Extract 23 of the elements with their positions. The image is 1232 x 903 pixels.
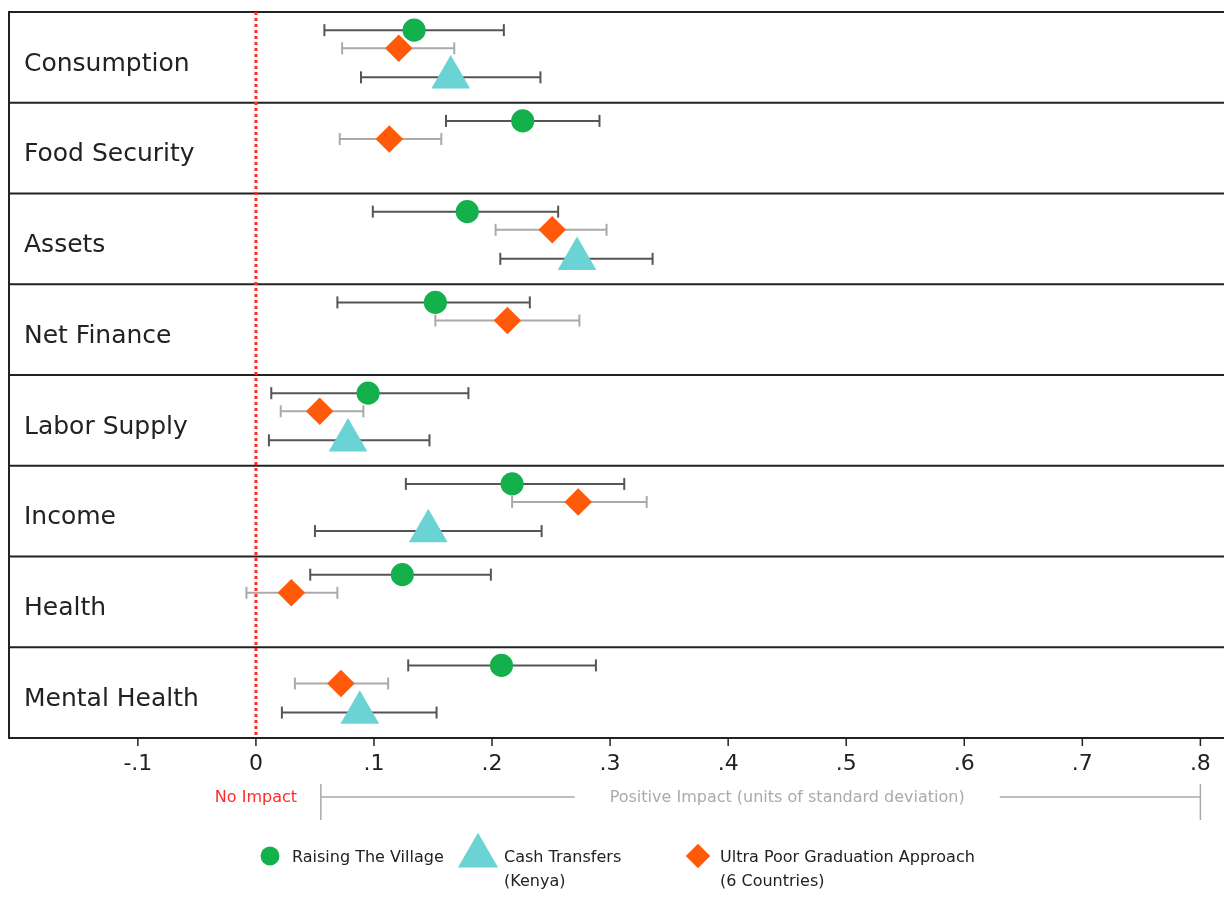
y-tick-label: Health	[24, 592, 107, 622]
x-tick-label: .1	[363, 750, 385, 775]
x-tick-label: .3	[599, 750, 621, 775]
y-tick-label: Assets	[24, 229, 106, 259]
x-axis-title: Positive Impact (units of standard deviation)	[609, 787, 965, 806]
legend-label: Ultra Poor Graduation Approach (6 Countries)	[720, 846, 975, 890]
y-tick-label: Mental Health	[24, 682, 199, 712]
legend-label: Raising The Village	[292, 846, 444, 866]
x-tick-label: .2	[481, 750, 503, 775]
x-tick-label: .4	[717, 750, 739, 775]
x-tick-label: .7	[1071, 750, 1093, 775]
x-tick-label: 0	[248, 750, 263, 775]
ref-line-label: No Impact	[214, 787, 298, 806]
y-tick-label: Income	[24, 501, 116, 531]
x-tick-label: .8	[1189, 750, 1211, 775]
y-tick-label: Labor Supply	[24, 410, 189, 440]
x-tick-label: -.1	[123, 750, 153, 775]
y-tick-label: Food Security	[24, 138, 195, 168]
y-tick-label: Consumption	[24, 47, 190, 77]
y-tick-label: Net Finance	[24, 319, 172, 349]
legend-label: Cash Transfers (Kenya)	[504, 846, 622, 890]
x-tick-label: .5	[835, 750, 857, 775]
x-tick-label: .6	[953, 750, 975, 775]
